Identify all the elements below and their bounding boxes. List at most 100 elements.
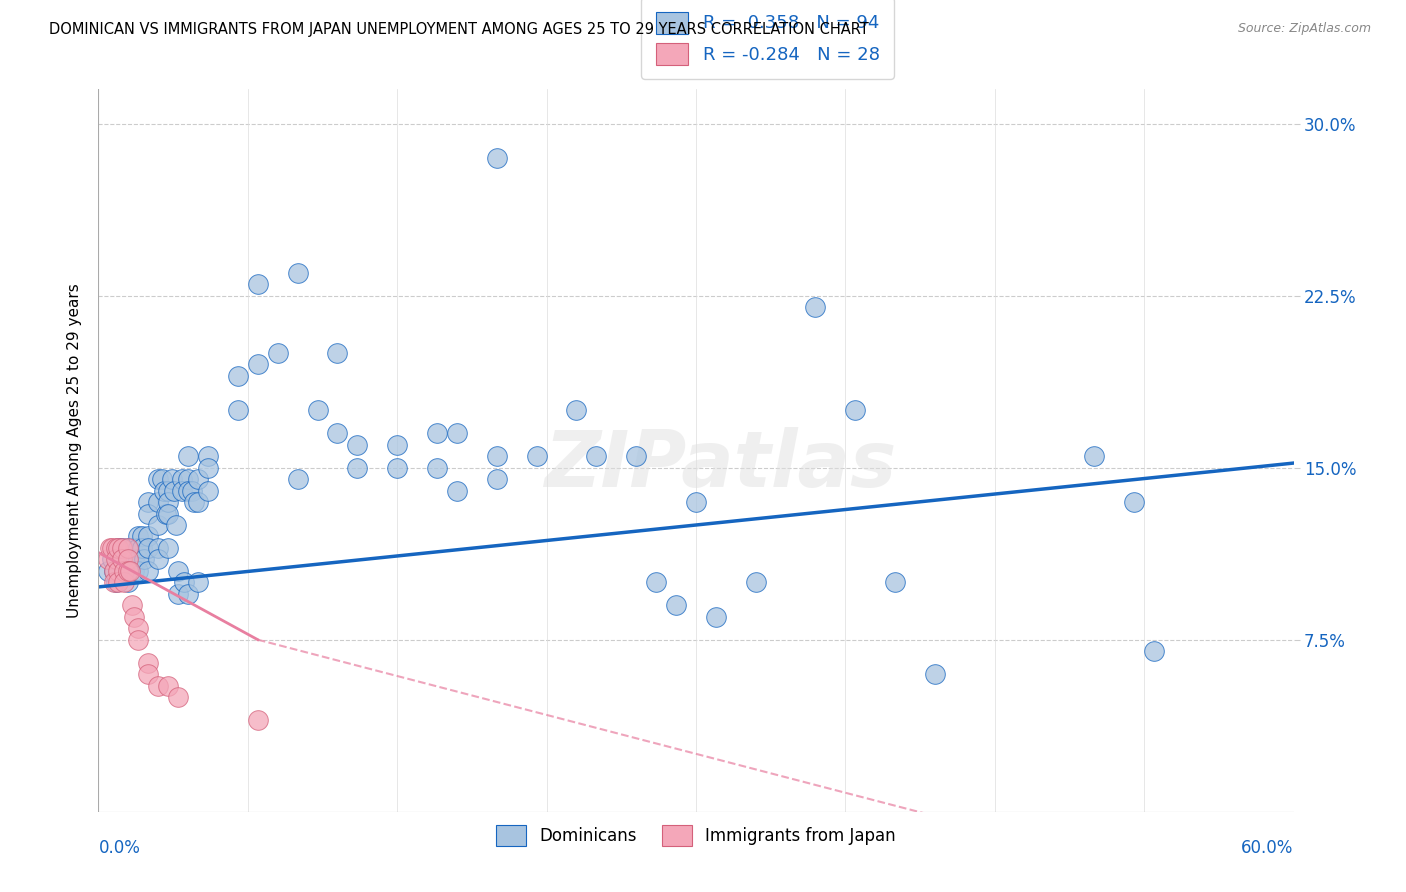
Point	[136, 507, 159, 521]
Point	[101, 552, 124, 566]
Point	[426, 460, 449, 475]
Point	[267, 346, 290, 360]
Point	[105, 541, 128, 555]
Point	[103, 575, 125, 590]
Point	[136, 667, 159, 681]
Point	[246, 277, 269, 292]
Point	[626, 449, 648, 463]
Point	[187, 495, 209, 509]
Point	[112, 564, 135, 578]
Point	[136, 656, 159, 670]
Point	[157, 495, 180, 509]
Point	[148, 518, 170, 533]
Point	[446, 483, 468, 498]
Point	[844, 403, 866, 417]
Point	[385, 438, 409, 452]
Point	[485, 151, 508, 165]
Point	[187, 575, 209, 590]
Point	[565, 403, 588, 417]
Point	[148, 679, 170, 693]
Point	[246, 713, 269, 727]
Point	[112, 575, 135, 590]
Point	[157, 679, 180, 693]
Point	[103, 564, 125, 578]
Point	[127, 541, 149, 555]
Y-axis label: Unemployment Among Ages 25 to 29 years: Unemployment Among Ages 25 to 29 years	[67, 283, 83, 618]
Point	[117, 552, 139, 566]
Point	[148, 472, 170, 486]
Point	[107, 575, 129, 590]
Point	[346, 438, 368, 452]
Text: 60.0%: 60.0%	[1241, 839, 1294, 857]
Point	[127, 529, 149, 543]
Point	[246, 358, 269, 372]
Point	[155, 507, 177, 521]
Point	[165, 518, 187, 533]
Point	[526, 449, 548, 463]
Point	[163, 483, 186, 498]
Point	[148, 541, 170, 555]
Point	[127, 632, 149, 647]
Point	[120, 564, 142, 578]
Point	[105, 552, 128, 566]
Point	[111, 552, 134, 566]
Point	[167, 564, 190, 578]
Point	[127, 621, 149, 635]
Point	[197, 483, 219, 498]
Point	[924, 667, 946, 681]
Point	[197, 460, 219, 475]
Point	[157, 507, 180, 521]
Point	[131, 541, 153, 555]
Point	[177, 587, 200, 601]
Point	[157, 541, 180, 555]
Point	[485, 472, 508, 486]
Point	[117, 564, 139, 578]
Point	[307, 403, 329, 417]
Point	[177, 483, 200, 498]
Point	[187, 472, 209, 486]
Point	[1123, 495, 1146, 509]
Point	[226, 368, 249, 383]
Point	[136, 564, 159, 578]
Point	[136, 541, 159, 555]
Point	[121, 541, 143, 555]
Point	[585, 449, 607, 463]
Point	[97, 564, 120, 578]
Point	[112, 564, 135, 578]
Point	[446, 426, 468, 441]
Point	[98, 541, 122, 555]
Point	[124, 564, 146, 578]
Point	[121, 599, 143, 613]
Point	[105, 575, 128, 590]
Point	[326, 346, 349, 360]
Point	[117, 552, 139, 566]
Point	[745, 575, 768, 590]
Point	[426, 426, 449, 441]
Point	[183, 495, 205, 509]
Point	[111, 552, 134, 566]
Point	[167, 587, 190, 601]
Point	[134, 552, 156, 566]
Point	[181, 483, 204, 498]
Point	[107, 541, 129, 555]
Text: ZIPatlas: ZIPatlas	[544, 427, 896, 503]
Point	[172, 472, 194, 486]
Point	[111, 541, 134, 555]
Point	[127, 564, 149, 578]
Point	[1143, 644, 1166, 658]
Point	[157, 483, 180, 498]
Point	[197, 449, 219, 463]
Point	[124, 609, 146, 624]
Point	[346, 460, 368, 475]
Point	[117, 575, 139, 590]
Text: DOMINICAN VS IMMIGRANTS FROM JAPAN UNEMPLOYMENT AMONG AGES 25 TO 29 YEARS CORREL: DOMINICAN VS IMMIGRANTS FROM JAPAN UNEMP…	[49, 22, 869, 37]
Point	[107, 541, 129, 555]
Point	[107, 564, 129, 578]
Point	[177, 449, 200, 463]
Point	[101, 541, 124, 555]
Point	[177, 472, 200, 486]
Point	[704, 609, 727, 624]
Point	[124, 552, 146, 566]
Point	[148, 495, 170, 509]
Point	[485, 449, 508, 463]
